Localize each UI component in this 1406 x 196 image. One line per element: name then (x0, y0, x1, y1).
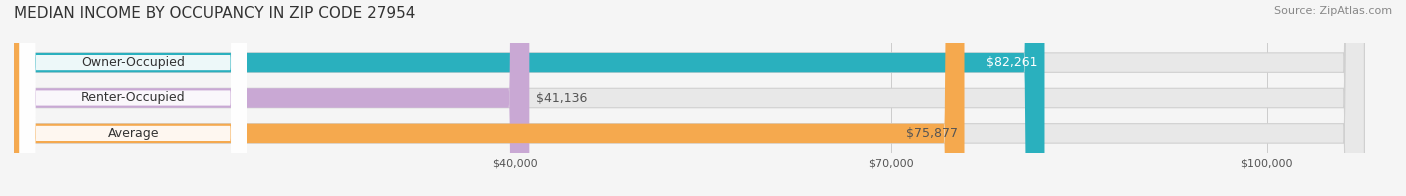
Text: $82,261: $82,261 (986, 56, 1038, 69)
FancyBboxPatch shape (14, 0, 1045, 196)
Text: Average: Average (107, 127, 159, 140)
Text: $41,136: $41,136 (536, 92, 588, 104)
Text: MEDIAN INCOME BY OCCUPANCY IN ZIP CODE 27954: MEDIAN INCOME BY OCCUPANCY IN ZIP CODE 2… (14, 6, 415, 21)
Text: $75,877: $75,877 (905, 127, 957, 140)
FancyBboxPatch shape (20, 0, 247, 196)
FancyBboxPatch shape (14, 0, 1364, 196)
FancyBboxPatch shape (20, 0, 247, 196)
Text: Owner-Occupied: Owner-Occupied (82, 56, 186, 69)
FancyBboxPatch shape (14, 0, 1364, 196)
FancyBboxPatch shape (14, 0, 965, 196)
FancyBboxPatch shape (14, 0, 529, 196)
FancyBboxPatch shape (20, 0, 247, 196)
Text: Source: ZipAtlas.com: Source: ZipAtlas.com (1274, 6, 1392, 16)
FancyBboxPatch shape (14, 0, 1364, 196)
Text: Renter-Occupied: Renter-Occupied (82, 92, 186, 104)
